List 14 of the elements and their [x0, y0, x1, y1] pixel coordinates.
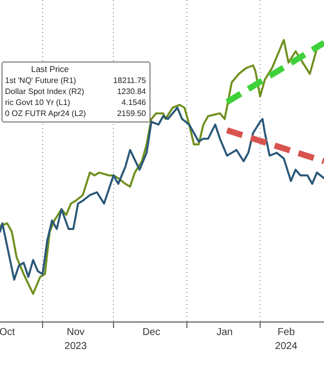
annotation: Last Price: [31, 64, 70, 74]
annotation: 1st 'NQ' Future (R1): [5, 76, 76, 85]
annotation: 18211.75: [113, 76, 147, 85]
annotation: 4.1546: [122, 98, 147, 107]
x-tick-label: Dec: [142, 327, 160, 338]
x-tick-label: Jan: [216, 327, 233, 338]
annotation: 1230.84: [117, 87, 147, 96]
annotation: ric Govt 10 Yr (L1): [5, 98, 71, 107]
x-tick-label: Nov 2023: [64, 327, 88, 352]
x-tick-label: Oct: [0, 327, 16, 338]
annotation: 2159.50: [117, 109, 147, 118]
annotation: Dollar Spot Index (R2): [5, 87, 84, 96]
annotation: 0 OZ FUTR Apr24 (L2): [5, 109, 86, 118]
x-tick-label: Feb 2024: [275, 327, 298, 352]
